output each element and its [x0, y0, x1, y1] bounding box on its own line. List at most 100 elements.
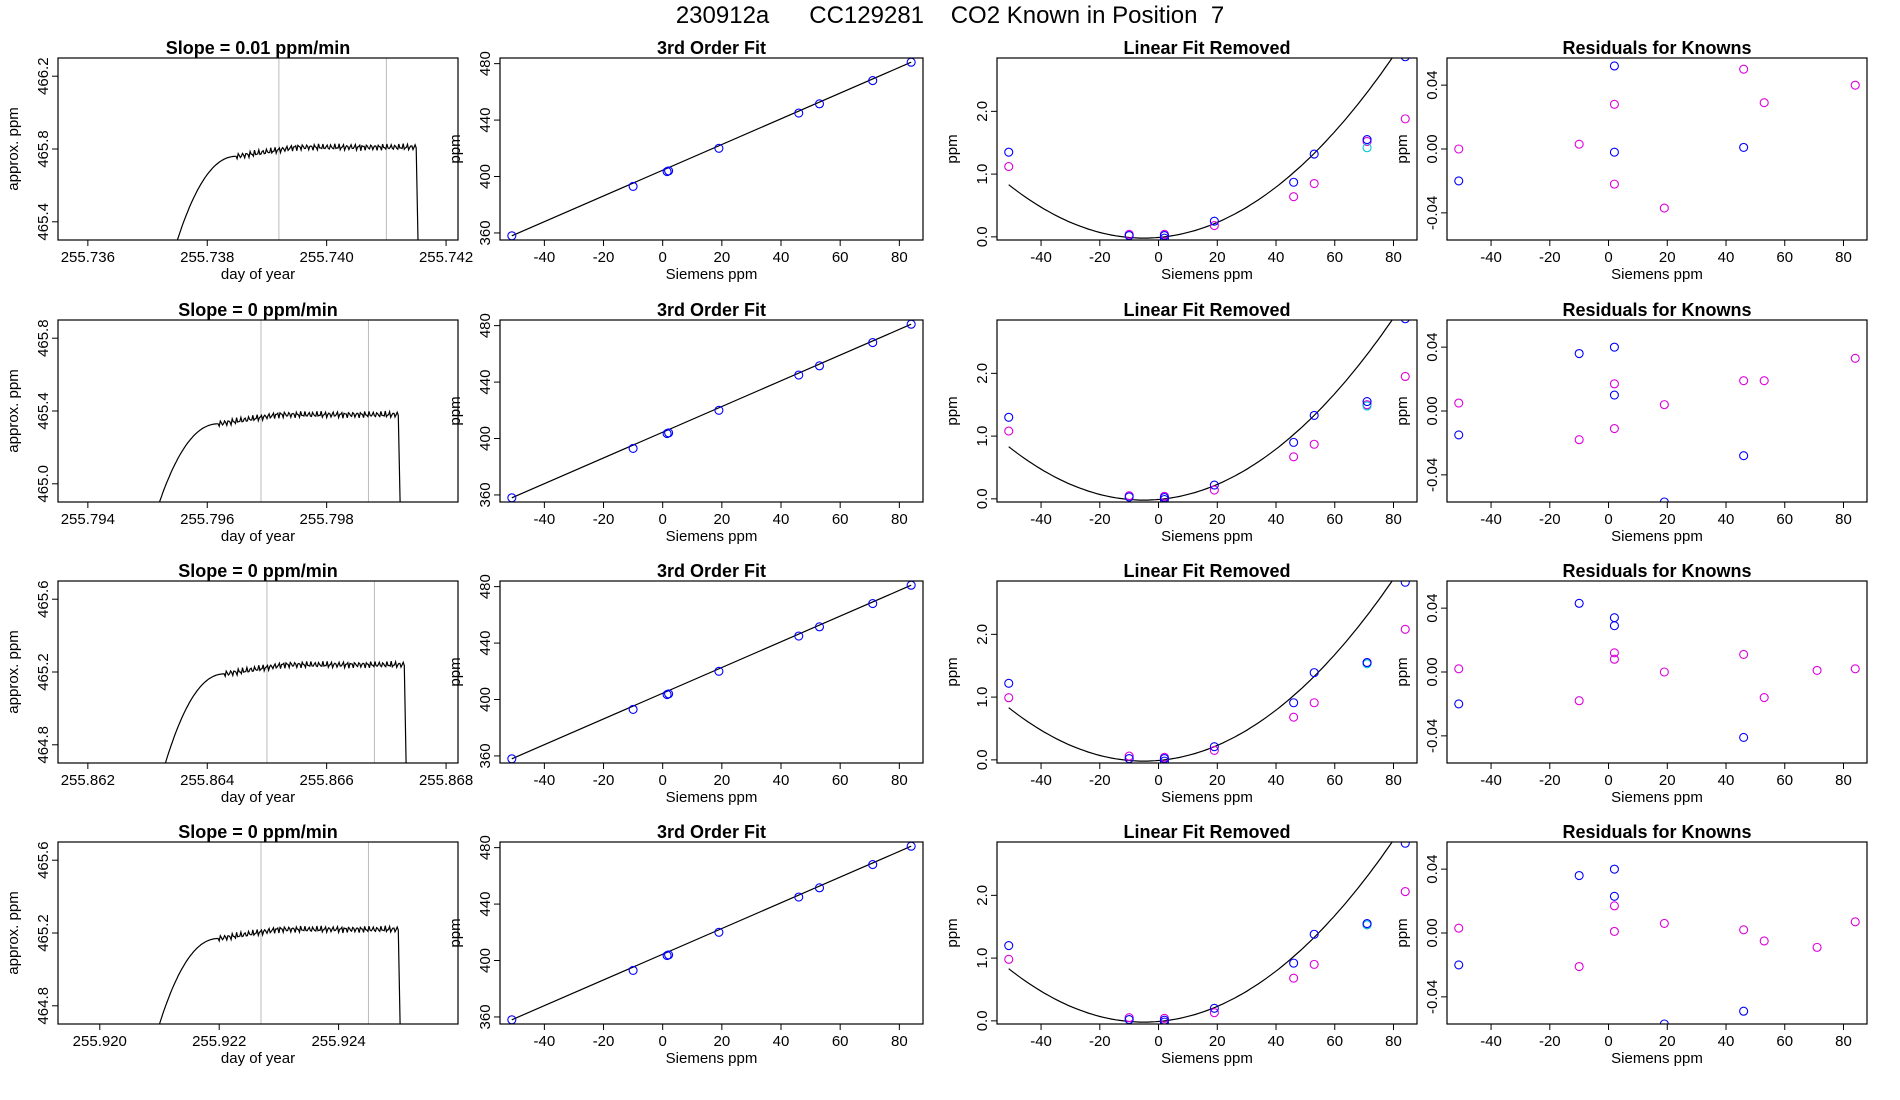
chart-title: Slope = 0 ppm/min	[178, 300, 338, 320]
x-tick-label: -40	[1030, 249, 1052, 266]
x-axis-label: day of year	[221, 1050, 295, 1067]
data-point-magenta	[1004, 426, 1014, 436]
x-axis-label: day of year	[221, 528, 295, 545]
x-axis-label: Siemens ppm	[1161, 1050, 1253, 1067]
chart-title: 3rd Order Fit	[657, 300, 766, 320]
chart-panel: 3rd Order Fit -40 -20 0 20 40 60 80 360 400 440 480…	[447, 561, 924, 806]
y-axis-label: approx. ppm	[5, 369, 22, 452]
x-tick-label: -20	[1539, 249, 1561, 266]
data-point-magenta	[1400, 624, 1410, 634]
page-title: 230912a CC129281 CO2 Known in Position 7	[675, 2, 1225, 29]
x-tick-label: 80	[1835, 511, 1852, 528]
data-point	[714, 405, 724, 415]
y-axis-label: ppm	[447, 396, 464, 425]
data-point	[814, 99, 825, 109]
data-point-magenta	[1209, 221, 1219, 231]
y-axis-label: ppm	[447, 918, 464, 947]
x-axis-label: Siemens ppm	[666, 266, 758, 283]
data-point-blue	[1209, 480, 1219, 490]
y-axis-label: ppm	[944, 134, 961, 163]
y-tick-label: 465.0	[35, 465, 52, 503]
y-axis-label: ppm	[1394, 657, 1411, 686]
data-trace	[158, 924, 401, 1024]
chart-data-layer	[507, 58, 916, 240]
data-point	[628, 443, 638, 453]
chart-title: 3rd Order Fit	[657, 561, 766, 581]
y-tick-label: 0.00	[1424, 134, 1441, 163]
plot-frame	[996, 841, 1418, 1025]
data-point-magenta	[1659, 918, 1669, 928]
y-axis-label: ppm	[944, 396, 961, 425]
x-tick-label: -20	[1089, 772, 1111, 789]
plot-frame	[57, 319, 459, 503]
data-point-magenta	[1609, 926, 1619, 936]
y-tick-label: 360	[477, 482, 494, 507]
x-tick-label: 40	[1718, 1033, 1735, 1050]
y-tick-label: 480	[477, 835, 494, 860]
y-tick-label: 440	[477, 108, 494, 133]
x-tick-label: 255.736	[61, 249, 115, 266]
chart-panel: 3rd Order Fit -40 -20 0 20 40 60 80 360 400 440 480…	[447, 38, 924, 283]
data-point-blue	[1159, 494, 1169, 502]
data-point-blue	[1004, 147, 1014, 157]
plot-frame	[499, 57, 924, 241]
data-point-blue	[1739, 1006, 1749, 1016]
data-point	[664, 950, 674, 960]
data-point-blue	[1362, 397, 1372, 407]
chart-title: Residuals for Knowns	[1562, 300, 1751, 320]
data-point-blue	[1289, 698, 1299, 708]
x-tick-label: -40	[1030, 772, 1052, 789]
data-point-magenta	[1759, 98, 1769, 108]
x-tick-label: 255.862	[61, 772, 115, 789]
fit-curve	[1008, 842, 1393, 1023]
x-tick-label: 0	[1604, 772, 1612, 789]
x-tick-label: -20	[1089, 1033, 1111, 1050]
y-tick-label: 1.0	[974, 687, 991, 708]
x-tick-label: 80	[1835, 1033, 1852, 1050]
data-point-blue	[1362, 919, 1372, 929]
x-tick-label: 255.866	[300, 772, 354, 789]
x-tick-label: -40	[1480, 772, 1502, 789]
data-point-blue	[1362, 658, 1372, 668]
chart-panel: Slope = 0 ppm/min 255.794 255.796 255.798 46…	[5, 300, 459, 545]
data-point-blue	[1739, 451, 1749, 461]
data-point-magenta	[1209, 1008, 1219, 1018]
y-tick-label: 0.04	[1424, 855, 1441, 884]
y-tick-label: 465.6	[35, 580, 52, 618]
x-tick-label: 60	[1326, 511, 1343, 528]
data-point-magenta	[1659, 400, 1669, 410]
y-tick-label: 0.0	[974, 749, 991, 770]
y-tick-label: 465.2	[35, 653, 52, 691]
y-tick-label: 400	[477, 164, 494, 189]
x-tick-label: -20	[1539, 511, 1561, 528]
y-tick-label: 0.00	[1424, 396, 1441, 425]
data-point-magenta	[1004, 954, 1014, 964]
data-point-blue	[1574, 598, 1584, 608]
data-point-magenta	[1400, 114, 1410, 124]
data-point-blue	[1609, 891, 1619, 901]
chart-panel: Slope = 0 ppm/min 255.862 255.864 255.866 25…	[5, 561, 473, 806]
plot-frame	[499, 319, 924, 503]
data-point-blue	[1309, 668, 1319, 678]
plot-frame	[499, 841, 924, 1025]
x-axis-label: Siemens ppm	[1611, 266, 1703, 283]
data-point	[814, 361, 825, 371]
x-tick-label: -40	[1480, 511, 1502, 528]
x-tick-label: 80	[1385, 772, 1402, 789]
y-tick-label: 466.2	[35, 57, 52, 95]
y-tick-label: 0.00	[1424, 918, 1441, 947]
data-point	[664, 166, 674, 176]
data-point	[794, 370, 804, 380]
y-axis-label: ppm	[944, 657, 961, 686]
fit-curve	[1008, 581, 1393, 762]
data-point-magenta	[1609, 654, 1619, 664]
data-trace	[158, 409, 401, 502]
y-tick-label: 480	[477, 313, 494, 338]
data-point	[628, 704, 638, 714]
data-point-magenta	[1574, 435, 1584, 445]
data-point-blue	[1289, 958, 1299, 968]
y-axis-label: approx. ppm	[5, 630, 22, 713]
data-point-magenta	[1454, 398, 1464, 408]
data-point-magenta	[1850, 353, 1860, 363]
y-tick-label: 480	[477, 574, 494, 599]
